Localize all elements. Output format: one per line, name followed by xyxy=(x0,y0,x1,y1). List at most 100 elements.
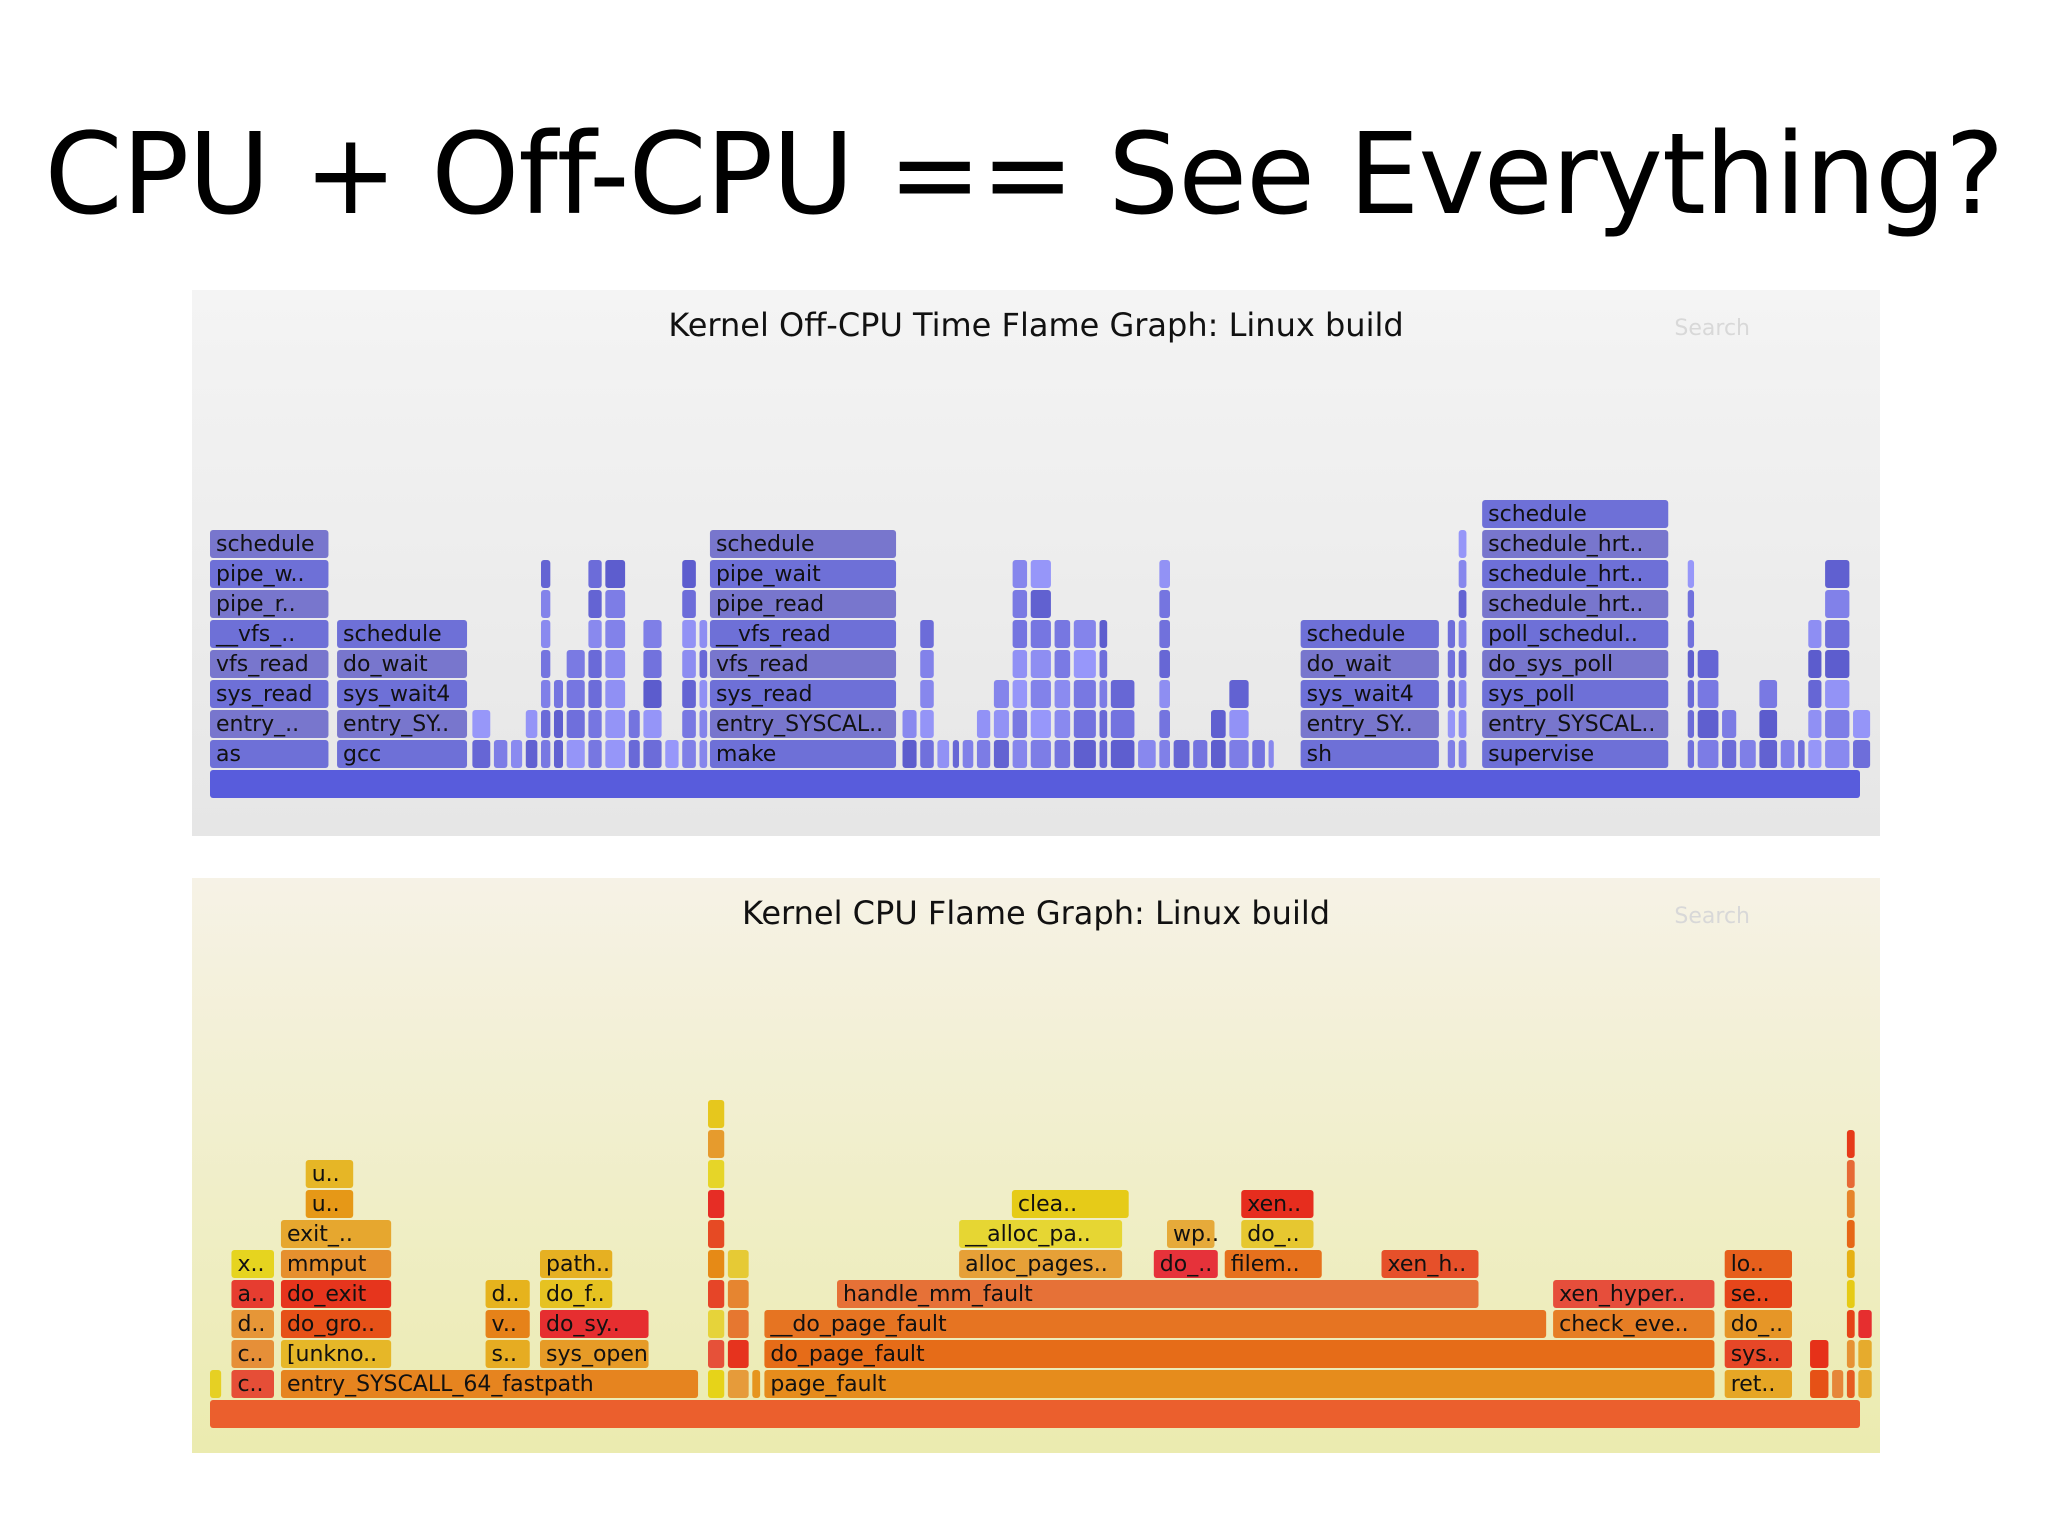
offcpu-filler-frame[interactable] xyxy=(682,710,696,738)
offcpu-filler-frame[interactable] xyxy=(553,740,564,768)
offcpu-filler-frame[interactable] xyxy=(1159,680,1170,708)
cpu-frame[interactable] xyxy=(1553,1310,1715,1338)
cpu-frame[interactable] xyxy=(1381,1250,1479,1278)
cpu-filler-frame[interactable] xyxy=(752,1370,761,1398)
cpu-frame[interactable] xyxy=(540,1280,613,1308)
cpu-filler-frame[interactable] xyxy=(1846,1130,1855,1158)
offcpu-filler-frame[interactable] xyxy=(1853,740,1871,768)
offcpu-frame[interactable] xyxy=(337,740,468,768)
offcpu-filler-frame[interactable] xyxy=(1687,740,1695,768)
cpu-filler-frame[interactable] xyxy=(1846,1190,1855,1218)
cpu-frame[interactable] xyxy=(764,1370,1715,1398)
offcpu-filler-frame[interactable] xyxy=(628,740,640,768)
offcpu-filler-frame[interactable] xyxy=(1159,650,1170,678)
offcpu-filler-frame[interactable] xyxy=(1211,740,1226,768)
offcpu-filler-frame[interactable] xyxy=(1458,680,1467,708)
offcpu-filler-frame[interactable] xyxy=(976,710,991,738)
cpu-search-button[interactable]: Search xyxy=(1674,904,1750,929)
offcpu-filler-frame[interactable] xyxy=(1458,620,1467,648)
offcpu-filler-frame[interactable] xyxy=(643,680,662,708)
offcpu-filler-frame[interactable] xyxy=(1447,740,1456,768)
offcpu-frame[interactable] xyxy=(1300,680,1439,708)
offcpu-filler-frame[interactable] xyxy=(1054,650,1071,678)
offcpu-filler-frame[interactable] xyxy=(1054,740,1071,768)
offcpu-filler-frame[interactable] xyxy=(1825,710,1850,738)
cpu-frame[interactable] xyxy=(280,1280,392,1308)
offcpu-filler-frame[interactable] xyxy=(1030,740,1051,768)
offcpu-filler-frame[interactable] xyxy=(1825,650,1850,678)
cpu-frame[interactable] xyxy=(485,1310,530,1338)
offcpu-filler-frame[interactable] xyxy=(1808,740,1822,768)
cpu-filler-frame[interactable] xyxy=(1846,1370,1855,1398)
cpu-frame[interactable] xyxy=(1724,1370,1792,1398)
offcpu-filler-frame[interactable] xyxy=(493,740,508,768)
offcpu-frame[interactable] xyxy=(210,740,329,768)
offcpu-filler-frame[interactable] xyxy=(1458,650,1467,678)
cpu-frame[interactable] xyxy=(280,1370,699,1398)
cpu-frame[interactable] xyxy=(1011,1190,1129,1218)
offcpu-filler-frame[interactable] xyxy=(976,740,991,768)
offcpu-filler-frame[interactable] xyxy=(588,560,602,588)
cpu-filler-frame[interactable] xyxy=(727,1250,749,1278)
offcpu-filler-frame[interactable] xyxy=(1054,710,1071,738)
cpu-frame[interactable] xyxy=(1724,1280,1792,1308)
cpu-frame[interactable] xyxy=(231,1310,274,1338)
offcpu-filler-frame[interactable] xyxy=(643,650,662,678)
offcpu-filler-frame[interactable] xyxy=(1780,740,1795,768)
offcpu-filler-frame[interactable] xyxy=(1687,650,1695,678)
offcpu-frame[interactable] xyxy=(337,680,468,708)
offcpu-filler-frame[interactable] xyxy=(1252,740,1265,768)
offcpu-filler-frame[interactable] xyxy=(682,680,696,708)
offcpu-filler-frame[interactable] xyxy=(920,620,934,648)
offcpu-filler-frame[interactable] xyxy=(1012,680,1028,708)
offcpu-filler-frame[interactable] xyxy=(682,560,696,588)
offcpu-filler-frame[interactable] xyxy=(605,590,626,618)
cpu-filler-frame[interactable] xyxy=(1810,1340,1829,1368)
offcpu-filler-frame[interactable] xyxy=(920,710,934,738)
cpu-frame[interactable] xyxy=(540,1310,649,1338)
offcpu-frame[interactable] xyxy=(1300,650,1439,678)
cpu-filler-frame[interactable] xyxy=(708,1100,725,1128)
cpu-filler-frame[interactable] xyxy=(1832,1370,1844,1398)
cpu-filler-frame[interactable] xyxy=(210,1370,222,1398)
offcpu-frame[interactable] xyxy=(1482,680,1669,708)
cpu-frame[interactable] xyxy=(231,1370,274,1398)
offcpu-filler-frame[interactable] xyxy=(605,620,626,648)
offcpu-filler-frame[interactable] xyxy=(566,740,585,768)
offcpu-filler-frame[interactable] xyxy=(993,710,1009,738)
cpu-filler-frame[interactable] xyxy=(708,1160,725,1188)
cpu-frame[interactable] xyxy=(305,1160,354,1188)
offcpu-filler-frame[interactable] xyxy=(1808,650,1822,678)
offcpu-filler-frame[interactable] xyxy=(920,740,934,768)
offcpu-frame[interactable] xyxy=(1482,650,1669,678)
offcpu-filler-frame[interactable] xyxy=(1825,620,1850,648)
offcpu-filler-frame[interactable] xyxy=(553,710,564,738)
cpu-filler-frame[interactable] xyxy=(708,1280,725,1308)
cpu-frame[interactable] xyxy=(1224,1250,1322,1278)
offcpu-filler-frame[interactable] xyxy=(605,680,626,708)
offcpu-frame[interactable] xyxy=(1300,740,1439,768)
offcpu-frame[interactable] xyxy=(210,680,329,708)
offcpu-filler-frame[interactable] xyxy=(1073,650,1096,678)
offcpu-filler-frame[interactable] xyxy=(665,740,679,768)
offcpu-filler-frame[interactable] xyxy=(1099,620,1108,648)
offcpu-frame[interactable] xyxy=(210,710,329,738)
cpu-frame[interactable] xyxy=(1553,1280,1715,1308)
offcpu-frame[interactable] xyxy=(709,680,897,708)
offcpu-filler-frame[interactable] xyxy=(541,620,551,648)
cpu-frame[interactable] xyxy=(1167,1220,1215,1248)
offcpu-filler-frame[interactable] xyxy=(1099,650,1108,678)
offcpu-filler-frame[interactable] xyxy=(1030,710,1051,738)
offcpu-frame[interactable] xyxy=(1300,620,1439,648)
cpu-frame[interactable] xyxy=(1241,1220,1314,1248)
cpu-frame[interactable] xyxy=(1153,1250,1218,1278)
offcpu-frame[interactable] xyxy=(1482,590,1669,618)
offcpu-filler-frame[interactable] xyxy=(541,680,551,708)
offcpu-filler-frame[interactable] xyxy=(588,590,602,618)
cpu-frame[interactable] xyxy=(280,1220,392,1248)
offcpu-filler-frame[interactable] xyxy=(1229,680,1249,708)
cpu-frame[interactable] xyxy=(1241,1190,1314,1218)
offcpu-filler-frame[interactable] xyxy=(1808,680,1822,708)
offcpu-frame[interactable] xyxy=(210,560,329,588)
cpu-filler-frame[interactable] xyxy=(1810,1370,1829,1398)
